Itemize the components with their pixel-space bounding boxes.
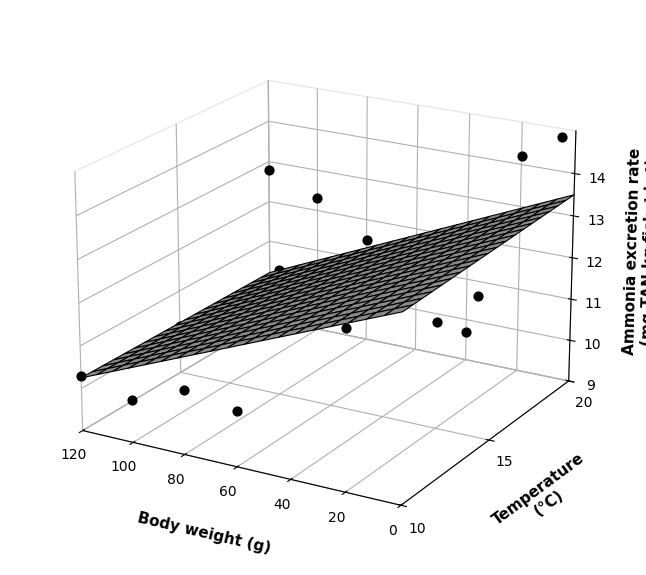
X-axis label: Body weight (g): Body weight (g) xyxy=(136,511,272,557)
Y-axis label: Temperature
(°C): Temperature (°C) xyxy=(490,450,598,542)
